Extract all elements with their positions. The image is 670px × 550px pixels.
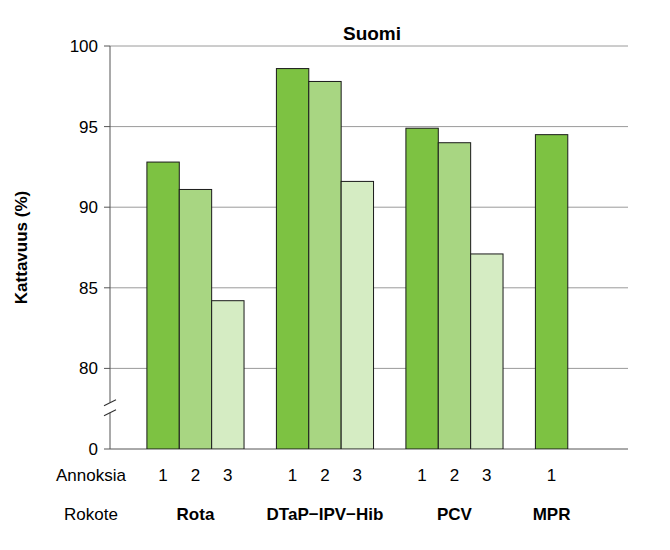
title: Suomi — [343, 23, 401, 44]
category-label: DTaP−IPV−Hib — [267, 505, 384, 524]
y-tick — [104, 126, 110, 127]
bar — [276, 69, 308, 449]
chart: Suomi Kattavuus (%) 0 80 85 90 95 100 1 2 3 Rota 1 2 3… — [0, 0, 670, 550]
grid: 0 80 85 90 95 100 — [70, 37, 628, 459]
bars — [147, 69, 568, 449]
y-tick-label: 95 — [79, 118, 98, 137]
bar — [212, 301, 244, 449]
dose-label: 2 — [191, 466, 200, 485]
y-tick — [104, 207, 110, 208]
bar — [535, 135, 567, 449]
axis-line — [110, 413, 111, 449]
y-tick — [104, 368, 110, 369]
axis-break — [104, 400, 116, 406]
bar — [147, 162, 179, 449]
bar — [341, 181, 373, 449]
category-label: Rota — [177, 505, 215, 524]
dose-label: 3 — [353, 466, 362, 485]
axis-break — [104, 410, 116, 416]
y-tick-label: 100 — [70, 37, 98, 56]
y-tick — [104, 46, 110, 47]
y-tick-label: 0 — [89, 440, 98, 459]
y-tick — [104, 449, 110, 450]
category-label: PCV — [437, 505, 473, 524]
bar — [179, 189, 211, 449]
dose-label: 1 — [158, 466, 167, 485]
dose-label: 2 — [320, 466, 329, 485]
bar — [309, 81, 341, 449]
dose-label: 1 — [547, 466, 556, 485]
dose-label: 2 — [450, 466, 459, 485]
grid-line — [110, 126, 628, 127]
dose-label: 3 — [223, 466, 232, 485]
x-labels: 1 2 3 Rota 1 2 3 DTaP−IPV−Hib 1 2 3 PCV 1 MPR — [158, 466, 570, 524]
dose-label: 1 — [417, 466, 426, 485]
bar — [406, 128, 438, 449]
bar — [438, 143, 470, 449]
y-axis-label: Kattavuus (%) — [12, 191, 31, 304]
dose-label: 3 — [482, 466, 491, 485]
y-tick — [104, 287, 110, 288]
category-label: MPR — [533, 505, 571, 524]
x-axis-label: Rokote — [64, 505, 118, 524]
y-tick-label: 85 — [79, 279, 98, 298]
y-tick-label: 90 — [79, 198, 98, 217]
grid-line — [110, 46, 628, 47]
bar — [471, 254, 503, 449]
dose-label: 1 — [288, 466, 297, 485]
axis-line — [110, 46, 111, 403]
y-tick-label: 80 — [79, 359, 98, 378]
y-axis — [104, 46, 116, 449]
series-row-label: Annoksia — [56, 466, 126, 485]
